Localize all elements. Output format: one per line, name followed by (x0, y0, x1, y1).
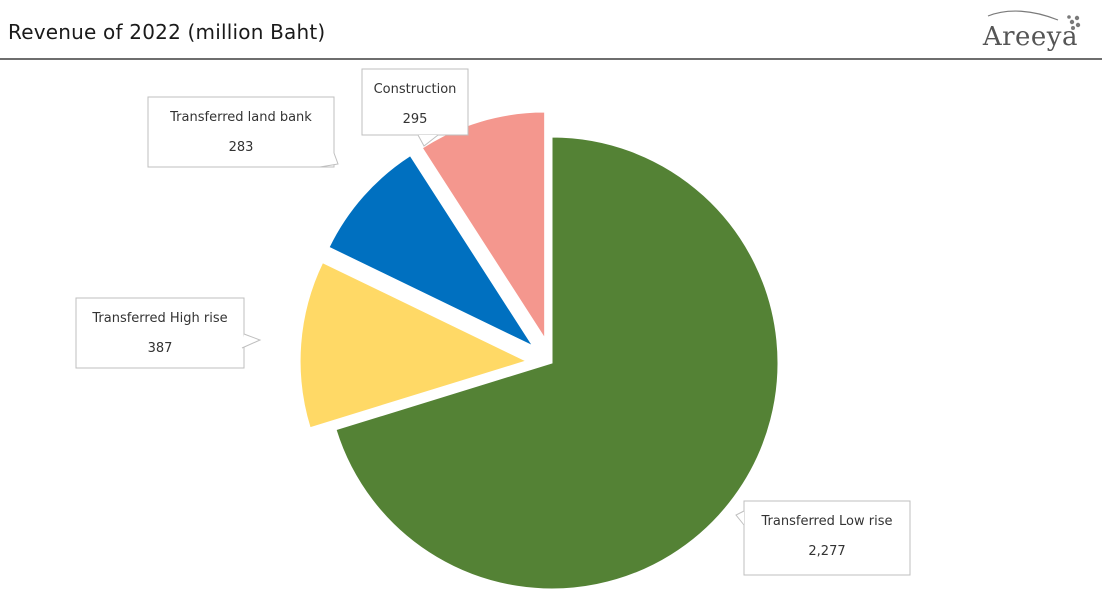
callout-box (75, 297, 245, 369)
pie-slice-construction (421, 111, 546, 340)
logo-swirl-icon (987, 10, 1081, 30)
callout-value: 283 (229, 140, 254, 155)
callout-pointer (417, 134, 439, 147)
callout-pointer (735, 510, 745, 526)
header-rule (0, 58, 1102, 60)
callout-label: Construction (374, 82, 457, 97)
callout-label: Transferred Low rise (761, 514, 893, 529)
callout-transferred-low-rise: Transferred Low rise 2,277 (735, 500, 911, 576)
areeya-logo (978, 6, 1088, 56)
callout-pointer (319, 152, 339, 168)
chart-title: Revenue of 2022 (million Baht) (8, 20, 326, 44)
logo-text: Areeya (982, 22, 1078, 52)
callout-pointer (241, 333, 262, 349)
callout-construction: Construction 295 (361, 68, 469, 147)
callout-transferred-high-rise: Transferred High rise 387 (75, 297, 262, 369)
pie-slice-transferred-high-rise (299, 261, 528, 429)
callout-box (361, 68, 469, 136)
callout-box (147, 96, 335, 168)
callout-box (743, 500, 911, 576)
pie-slice-transferred-land-bank (328, 155, 534, 347)
callout-value: 387 (148, 341, 173, 356)
callout-transferred-land-bank: Transferred land bank 283 (147, 96, 339, 168)
callout-label: Transferred land bank (169, 110, 312, 125)
callout-value: 295 (403, 112, 428, 127)
pie-chart: Transferred Low rise 2,277 Transferred Hig… (75, 68, 911, 590)
callout-value: 2,277 (808, 544, 845, 559)
pie-slice-transferred-low-rise (335, 136, 779, 590)
callout-label: Transferred High rise (91, 311, 227, 326)
